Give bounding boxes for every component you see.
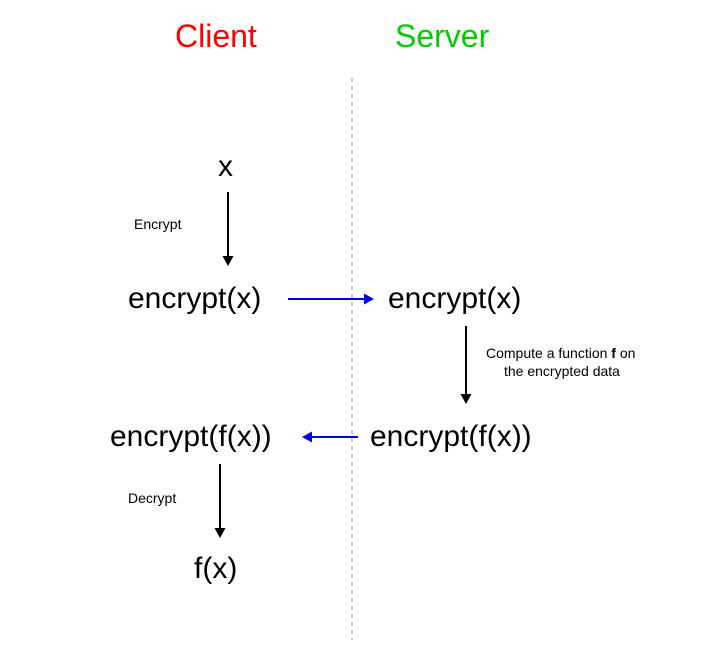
- label-decrypt: Decrypt: [128, 490, 176, 506]
- arrow-encfx-to-fx: [215, 464, 226, 538]
- node-encrypt-x-server: encrypt(x): [388, 282, 521, 316]
- node-encrypt-fx-server: encrypt(f(x)): [370, 420, 532, 454]
- label-compute-bold-f: f: [611, 345, 616, 361]
- arrow-encfx-r-to-l: [302, 432, 358, 443]
- header-server: Server: [395, 18, 489, 55]
- diagram-overlay: [0, 0, 706, 664]
- label-compute-line2: the encrypted data: [504, 363, 620, 379]
- label-compute-line1: Compute a function f on: [486, 345, 635, 361]
- arrow-encx-l-to-r: [288, 294, 374, 305]
- node-encrypt-fx-client: encrypt(f(x)): [110, 420, 272, 454]
- node-fx: f(x): [194, 552, 237, 586]
- node-x: x: [218, 150, 233, 184]
- label-encrypt: Encrypt: [134, 216, 181, 232]
- header-client: Client: [175, 18, 257, 55]
- node-encrypt-x-client: encrypt(x): [128, 282, 261, 316]
- arrow-encx-to-encfx: [461, 326, 472, 404]
- arrow-x-to-encx: [223, 192, 234, 266]
